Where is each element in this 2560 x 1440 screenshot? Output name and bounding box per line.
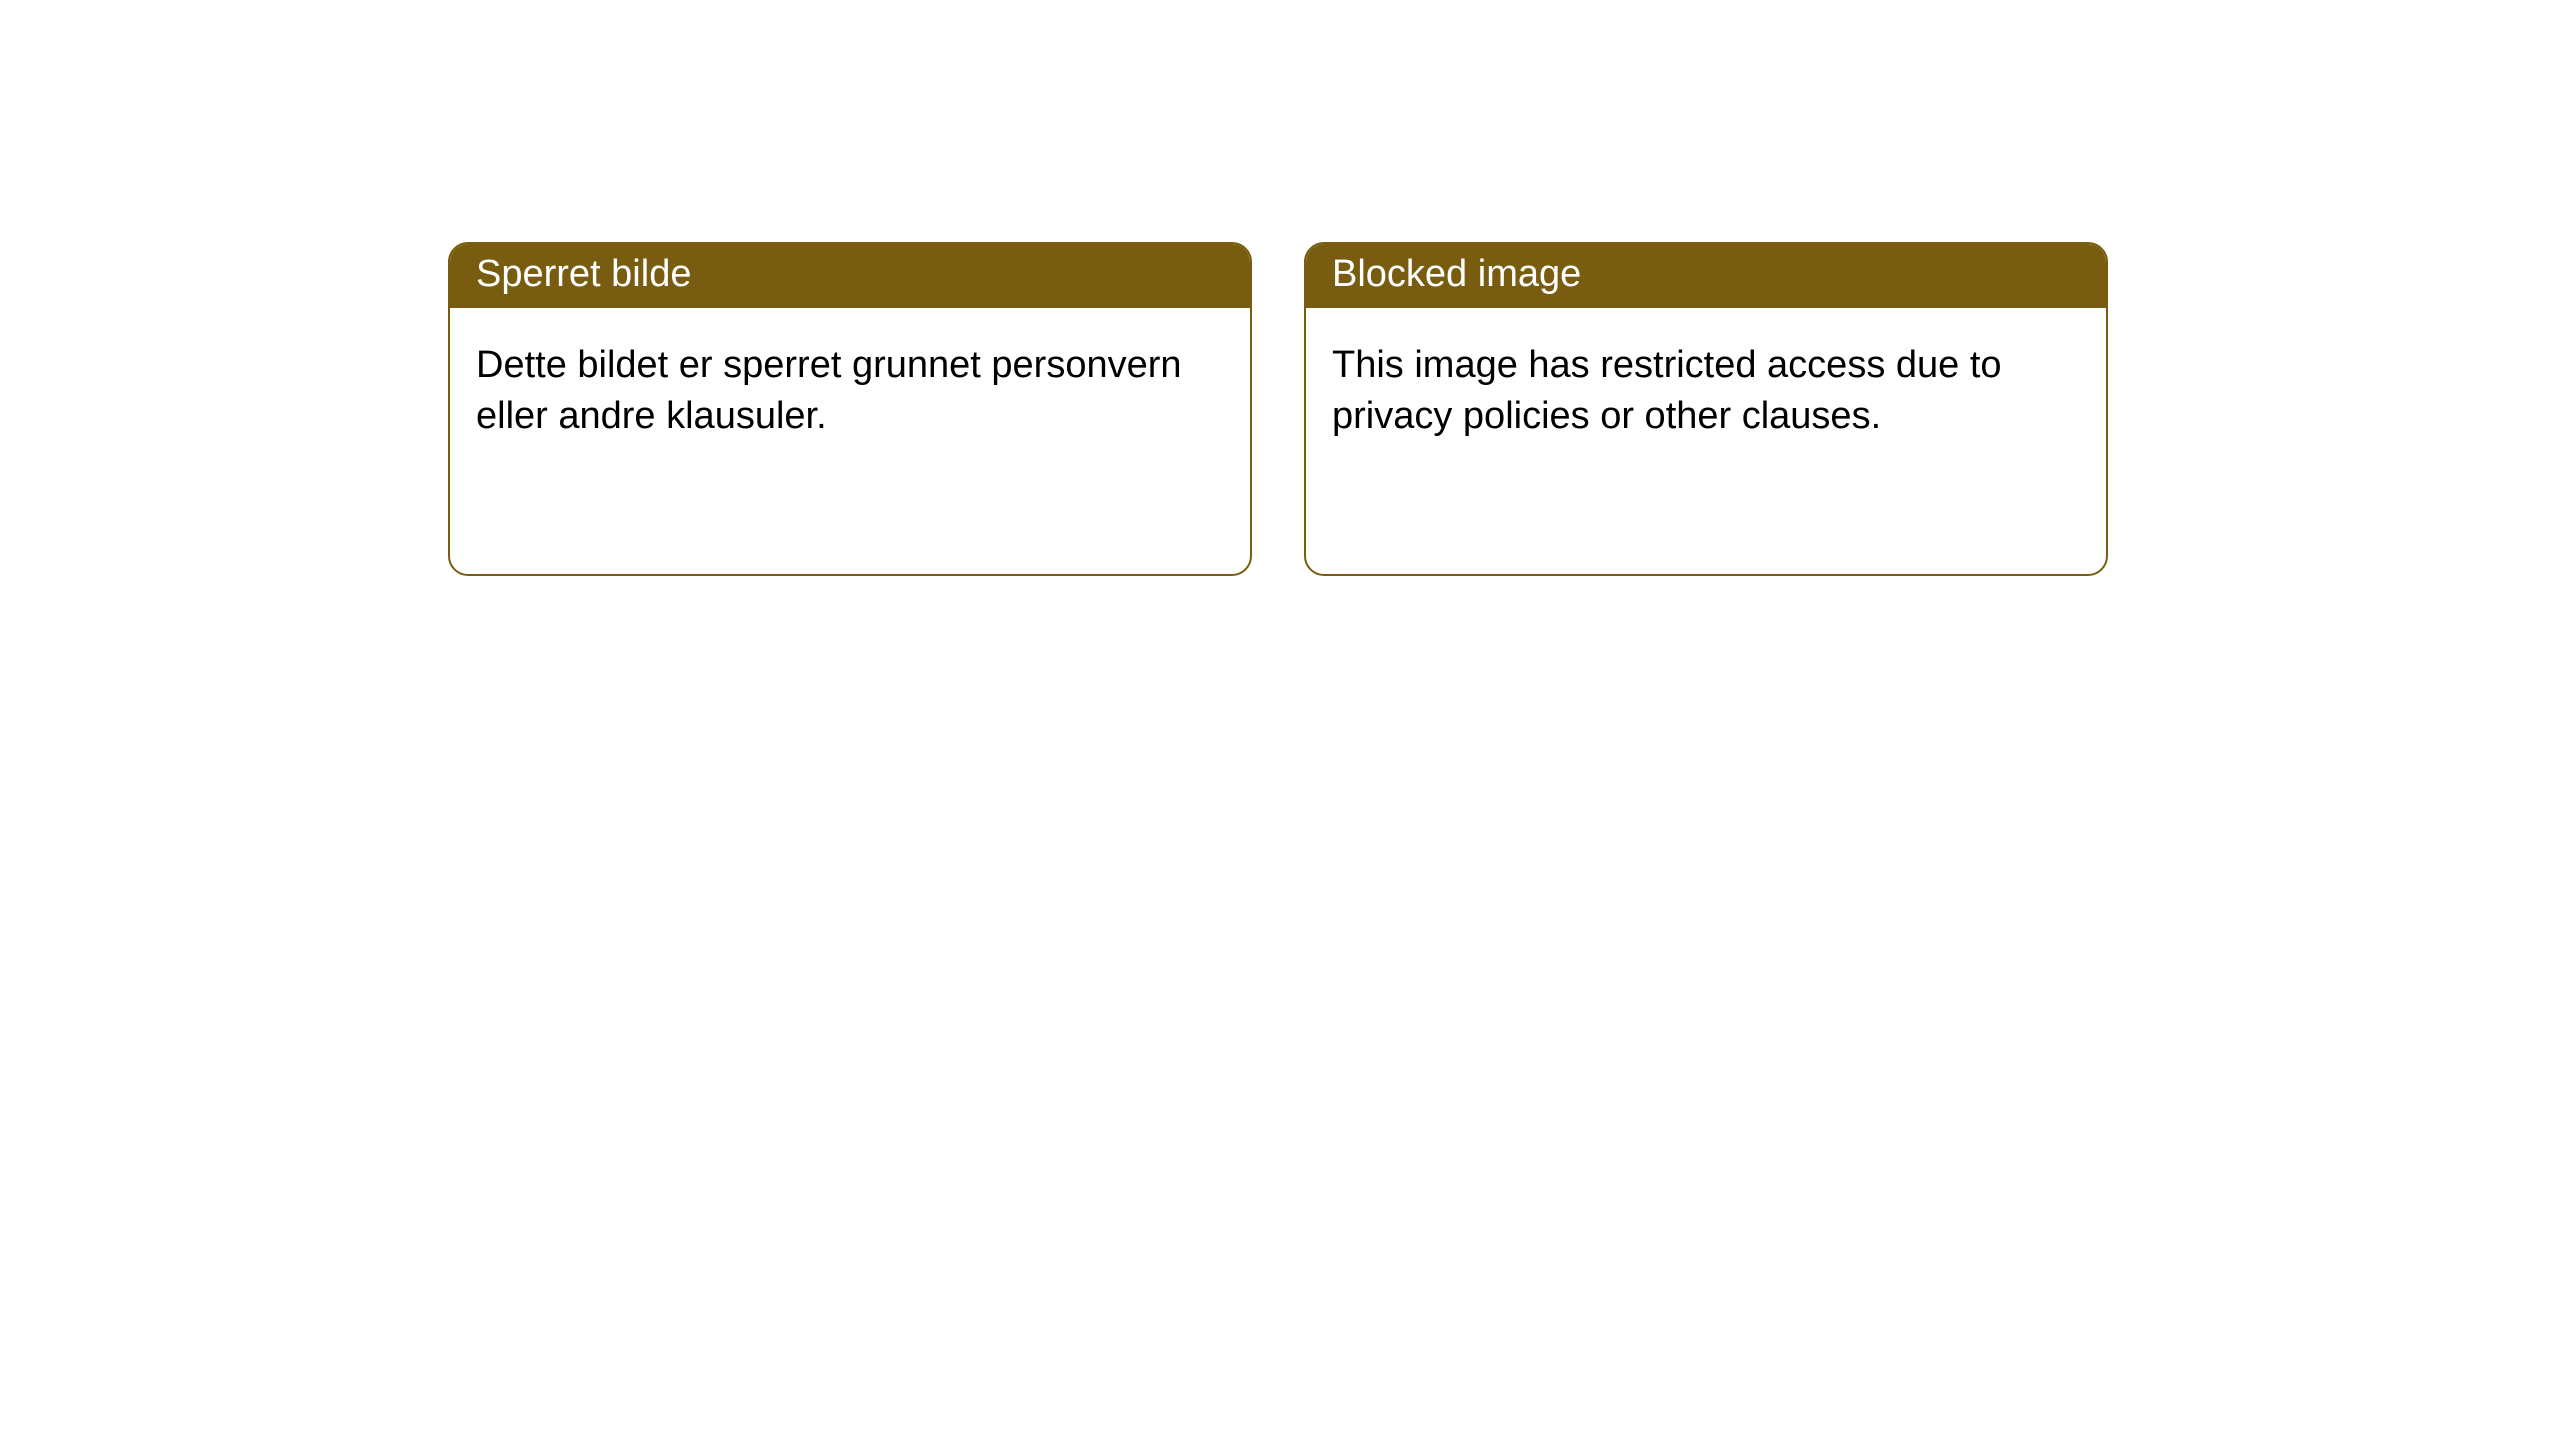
- notice-card-norwegian: Sperret bilde Dette bildet er sperret gr…: [448, 242, 1252, 576]
- notice-card-body: This image has restricted access due to …: [1306, 308, 2106, 475]
- notice-container: Sperret bilde Dette bildet er sperret gr…: [0, 0, 2560, 576]
- notice-card-english: Blocked image This image has restricted …: [1304, 242, 2108, 576]
- notice-card-body: Dette bildet er sperret grunnet personve…: [450, 308, 1250, 475]
- notice-card-title: Blocked image: [1306, 244, 2106, 308]
- notice-card-title: Sperret bilde: [450, 244, 1250, 308]
